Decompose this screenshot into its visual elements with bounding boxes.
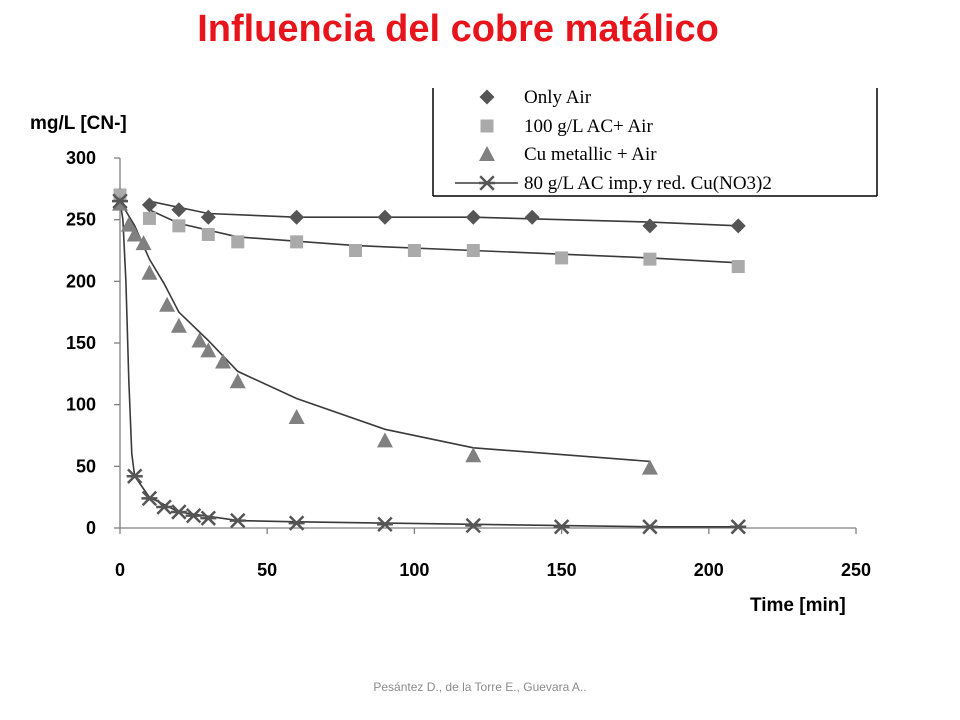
series-3-point <box>376 432 393 448</box>
series-3-point <box>159 296 176 312</box>
x-tick-label: 100 <box>399 560 429 580</box>
y-tick-label: 150 <box>66 333 96 353</box>
series-4-point <box>141 490 158 507</box>
series-3-point <box>170 317 187 333</box>
series-1-point <box>465 209 481 225</box>
x-tick-label: 200 <box>694 560 724 580</box>
series-4-point <box>376 516 393 532</box>
y-tick-label: 100 <box>66 395 96 415</box>
series-1-point <box>730 218 746 234</box>
series-4-point <box>200 510 217 526</box>
series-4-point <box>553 519 570 535</box>
series-2-point <box>142 211 156 225</box>
series-1-point <box>171 202 187 218</box>
x-axis-label: Time [min] <box>750 595 846 616</box>
series-3-point <box>120 216 137 232</box>
series-3-trend-line <box>119 200 650 463</box>
series-2-point <box>407 244 421 257</box>
y-tick-label: 250 <box>66 210 96 230</box>
series-2-point <box>349 244 363 257</box>
series-2-point <box>731 260 745 274</box>
x-tick-label: 150 <box>547 560 577 580</box>
series-1-point <box>524 209 540 225</box>
series-3-point <box>200 342 217 358</box>
series-3-point <box>141 264 158 280</box>
legend-marker <box>479 175 495 191</box>
series-3-point <box>215 353 232 369</box>
series-2-point <box>201 227 215 241</box>
legend-marker <box>480 119 494 133</box>
series-3-point <box>288 409 305 424</box>
legend-label: Only Air <box>524 87 592 108</box>
slide-footer: Pesántez D., de la Torre E., Guevara A.. <box>373 680 587 694</box>
x-tick-label: 250 <box>841 560 871 580</box>
series-4-point <box>185 507 202 524</box>
series-4-point <box>156 499 173 515</box>
series-3-point <box>465 447 482 463</box>
series-4-point <box>730 519 747 535</box>
y-tick-label: 300 <box>66 148 96 168</box>
series-4-point <box>641 519 658 535</box>
series-3-point <box>191 332 208 348</box>
x-tick-label: 0 <box>115 560 125 580</box>
legend-label: 80 g/L AC imp.y red. Cu(NO3)2 <box>524 173 772 194</box>
series-2-point <box>290 235 304 249</box>
series-2-point <box>555 251 569 265</box>
series-1-point <box>642 218 658 234</box>
series-4-point <box>465 517 482 534</box>
series-2-point <box>643 252 657 266</box>
series-4-point <box>170 504 187 520</box>
series-4-point <box>126 468 143 484</box>
series-3-point <box>135 235 152 251</box>
series-1-point <box>289 209 305 225</box>
legend-marker <box>479 89 495 105</box>
series-2-point <box>172 219 186 233</box>
series-4-point <box>229 512 246 529</box>
series-4-point <box>288 515 305 531</box>
markers <box>112 187 747 535</box>
slide-title: Influencia del cobre matálico <box>197 8 719 50</box>
y-tick-label: 0 <box>86 518 96 538</box>
series-2-point <box>466 244 480 257</box>
series-4-point <box>112 193 128 209</box>
series-1-point <box>141 197 157 213</box>
legend-label: 100 g/L AC+ Air <box>524 116 653 137</box>
series-3-point <box>641 459 658 475</box>
series-1-point <box>377 209 393 225</box>
legend-box: Only Air 100 g/L AC+ Air Cu metallic + Air… <box>432 87 878 197</box>
trend-lines <box>119 200 739 528</box>
series-3-point <box>126 226 143 242</box>
series-3-point <box>229 373 246 389</box>
series-1-point <box>200 209 216 225</box>
y-tick-label: 200 <box>66 271 96 291</box>
legend-label: Cu metallic + Air <box>524 144 657 165</box>
x-tick-label: 50 <box>257 560 277 580</box>
series-2-point <box>231 235 245 249</box>
axes: 0 50 100 150 200 250 300 0 50 100 150 200 250 <box>66 148 871 580</box>
y-axis-label: mg/L [CN-] <box>30 113 127 134</box>
series-4-trend-line <box>119 201 739 528</box>
y-tick-label: 50 <box>76 456 96 476</box>
legend-marker <box>479 146 495 161</box>
